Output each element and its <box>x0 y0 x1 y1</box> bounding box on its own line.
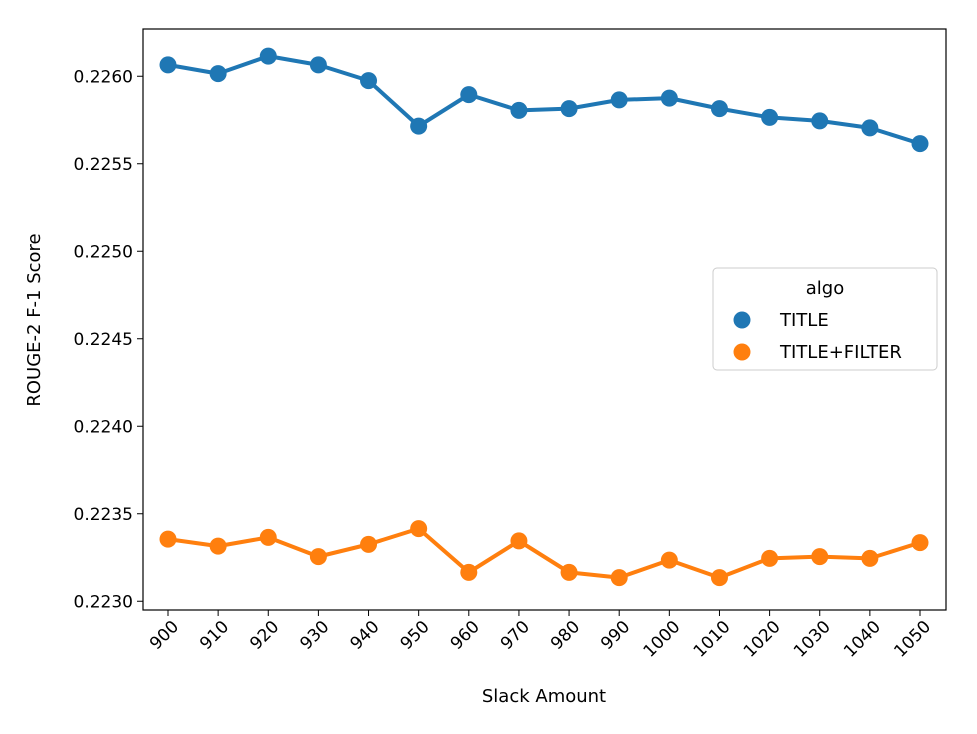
legend-marker-title <box>733 311 751 329</box>
data-point-series-1 <box>510 532 528 550</box>
legend-marker-title-filter <box>733 343 751 361</box>
data-point-series-1 <box>309 548 327 566</box>
data-point-series-0 <box>259 47 277 65</box>
x-axis-label: Slack Amount <box>482 686 606 707</box>
data-point-series-1 <box>660 551 678 569</box>
y-tick-label: 0.2250 <box>74 242 133 262</box>
data-point-series-0 <box>911 135 929 153</box>
data-point-series-0 <box>510 101 528 119</box>
data-point-series-1 <box>610 569 628 587</box>
legend-box <box>712 267 938 371</box>
data-point-series-1 <box>761 549 779 567</box>
data-point-series-1 <box>811 548 829 566</box>
data-point-series-1 <box>911 534 929 552</box>
data-point-series-0 <box>309 56 327 74</box>
data-point-series-1 <box>360 535 378 553</box>
legend-title: algo <box>806 278 844 299</box>
legend-label-title-filter: TITLE+FILTER <box>779 342 902 363</box>
data-point-series-0 <box>209 65 227 83</box>
data-point-series-0 <box>811 112 829 130</box>
series-line-1 <box>166 526 922 580</box>
y-tick-label: 0.2260 <box>74 67 133 87</box>
data-point-series-1 <box>861 549 879 567</box>
y-tick-label: 0.2235 <box>74 505 133 525</box>
data-point-series-0 <box>861 119 879 137</box>
data-point-series-0 <box>360 72 378 90</box>
y-axis: 0.2230 0.2235 0.2240 0.2245 0.2250 0.2255 0.22… <box>74 67 143 612</box>
data-point-series-0 <box>610 91 628 109</box>
series-line-0 <box>166 54 922 146</box>
data-point-series-1 <box>560 563 578 581</box>
y-tick-label: 0.2240 <box>74 417 133 437</box>
y-tick-label: 0.2230 <box>74 592 133 612</box>
plot-area <box>159 47 929 587</box>
data-point-series-1 <box>259 528 277 546</box>
y-tick-label: 0.2245 <box>74 330 133 350</box>
data-point-series-1 <box>209 537 227 555</box>
data-point-series-1 <box>410 520 428 538</box>
data-point-series-1 <box>460 563 478 581</box>
data-point-series-0 <box>460 86 478 104</box>
data-point-series-0 <box>159 56 177 74</box>
y-axis-label: ROUGE-2 F-1 Score <box>24 233 45 406</box>
data-point-series-0 <box>761 108 779 126</box>
legend-label-title: TITLE <box>779 310 829 331</box>
data-point-series-0 <box>660 89 678 107</box>
data-point-series-0 <box>710 100 728 118</box>
data-point-series-1 <box>159 530 177 548</box>
axes-frame <box>142 28 947 611</box>
data-point-series-1 <box>710 569 728 587</box>
data-point-series-0 <box>560 100 578 118</box>
y-tick-label: 0.2255 <box>74 155 133 175</box>
legend: algo TITLE TITLE+FILTER <box>712 267 938 371</box>
data-point-series-0 <box>410 117 428 135</box>
